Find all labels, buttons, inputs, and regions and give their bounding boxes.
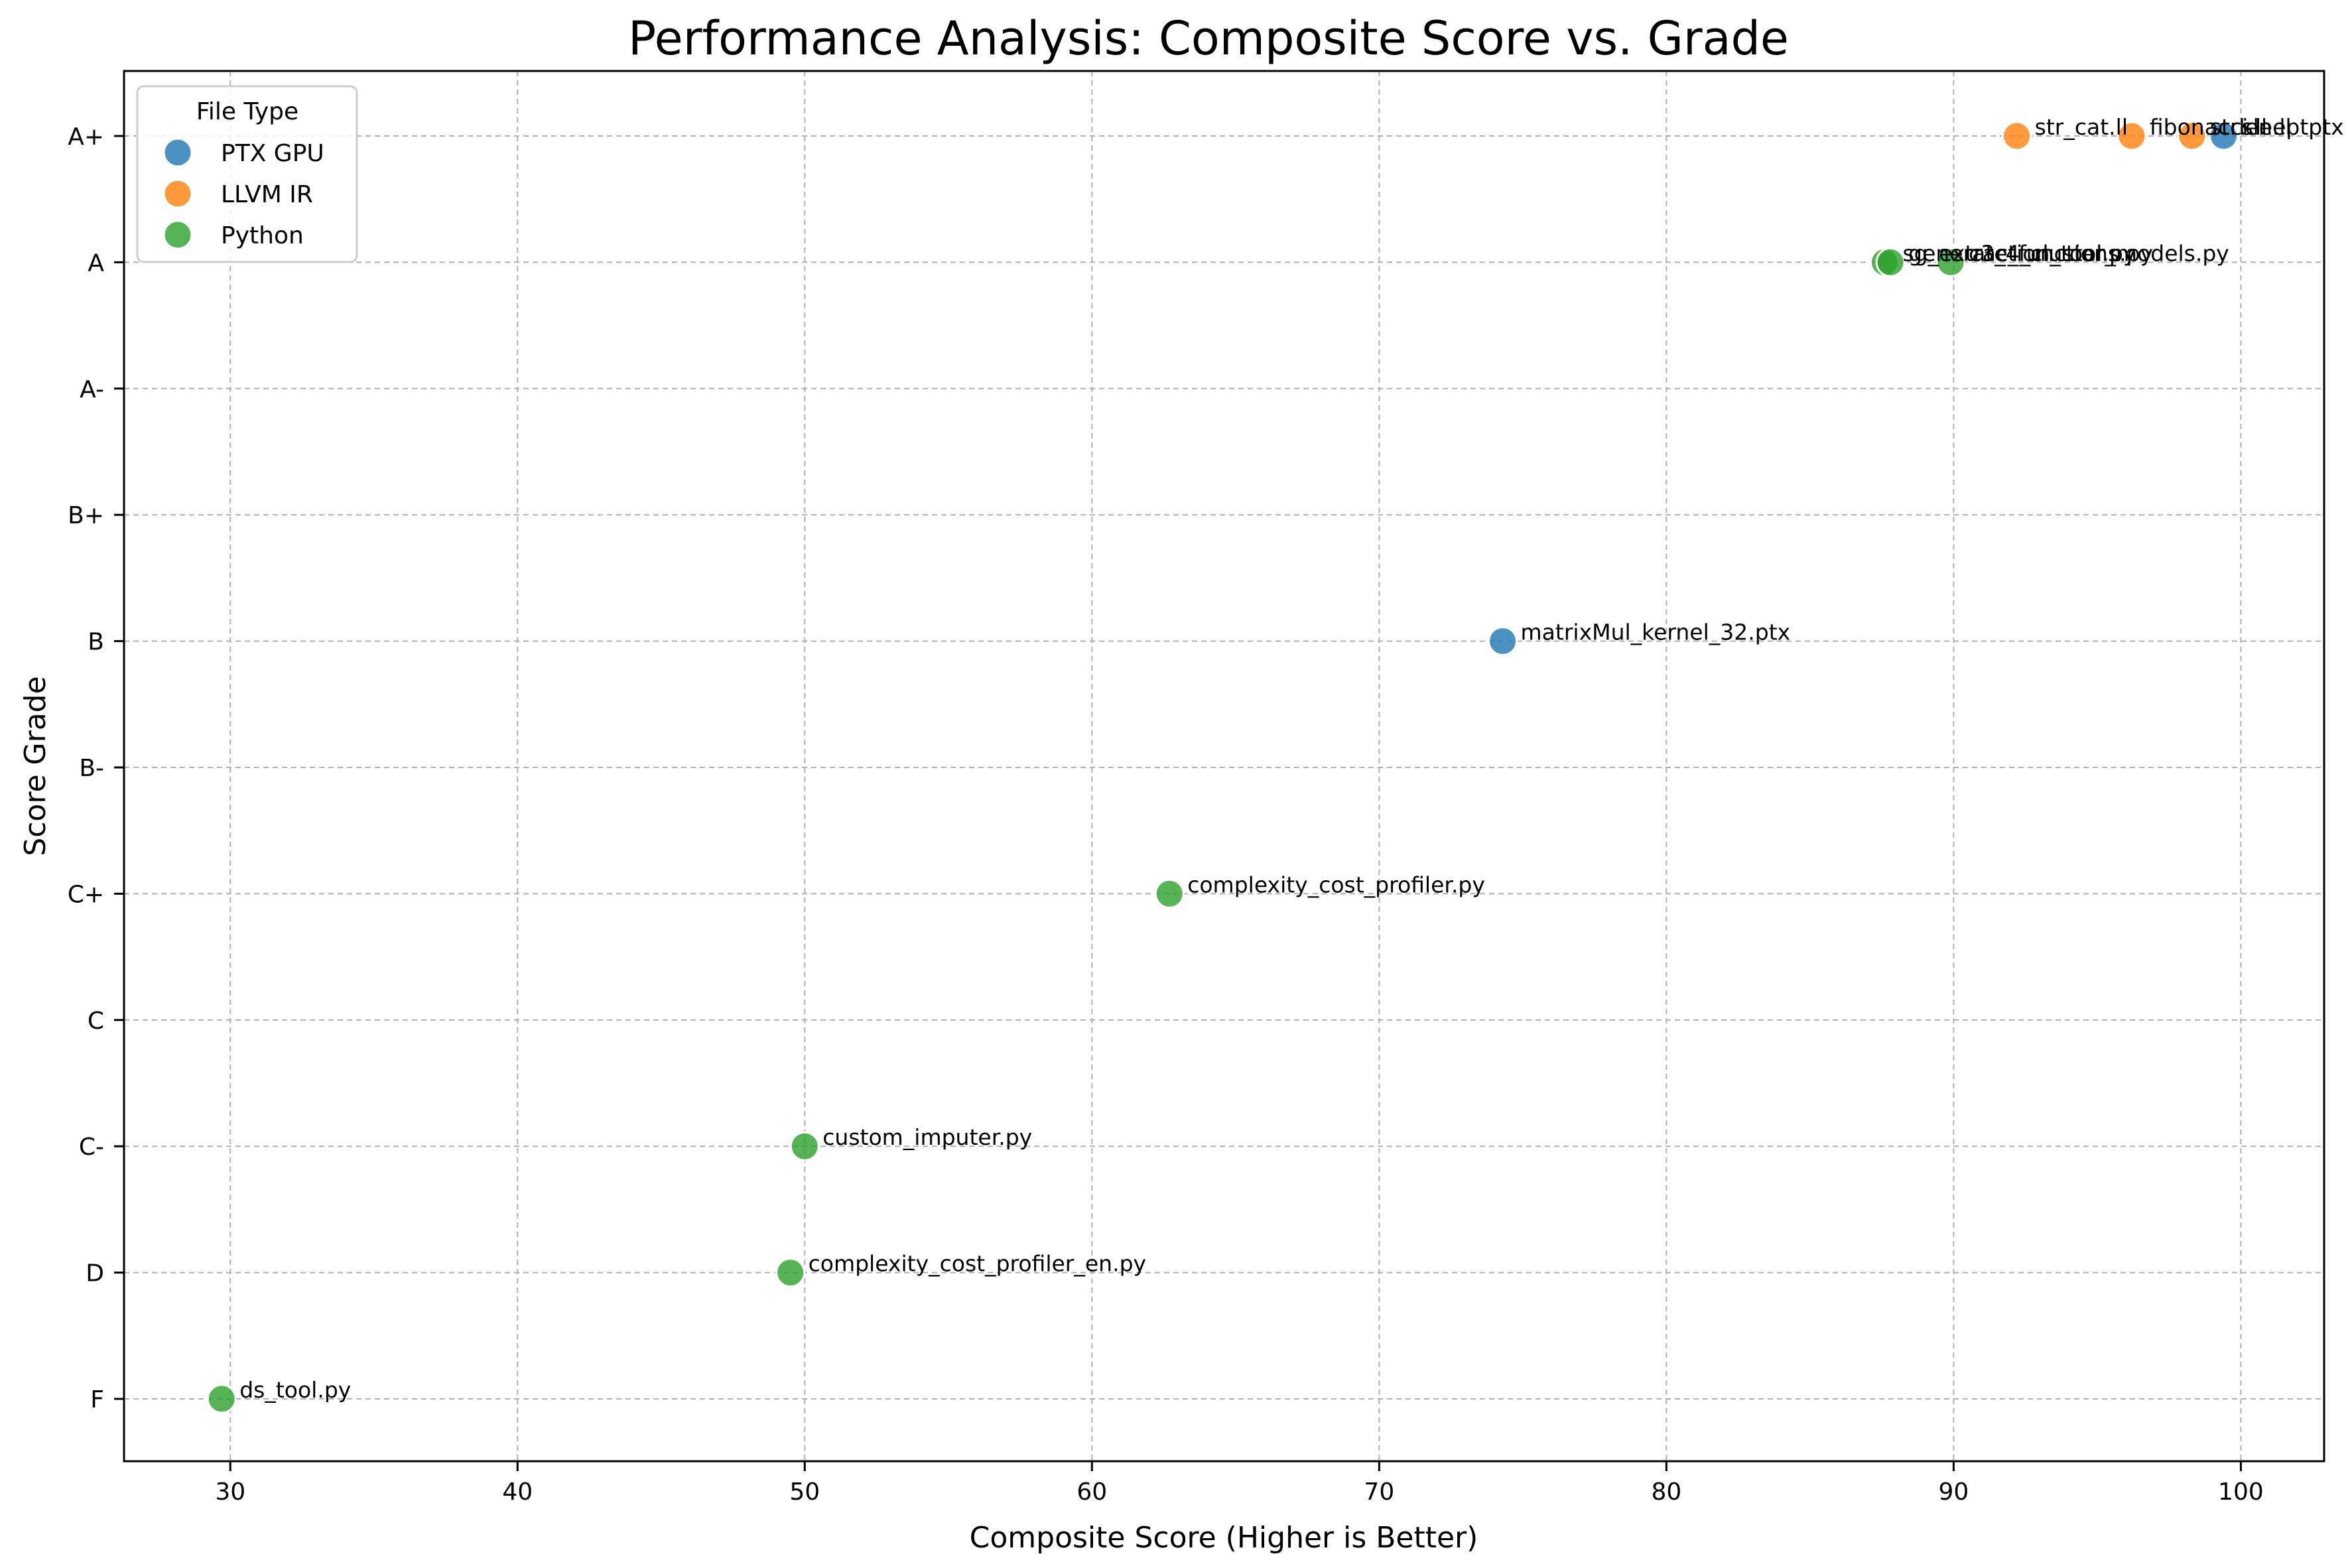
data-point-label: complexity_cost_profiler.py xyxy=(1187,872,1485,897)
y-tick-label: F xyxy=(90,1386,104,1413)
y-tick-label: A- xyxy=(80,376,104,403)
y-tick-label: A+ xyxy=(68,123,104,151)
data-point-label: ds_tool.py xyxy=(239,1377,351,1403)
y-tick-label: B- xyxy=(79,755,104,782)
x-tick-label: 30 xyxy=(215,1478,245,1506)
y-tick-label: D xyxy=(86,1260,104,1287)
data-point xyxy=(1154,878,1185,909)
y-tick-label: C xyxy=(88,1008,104,1035)
data-point xyxy=(1488,626,1518,657)
chart-title: Performance Analysis: Composite Score vs… xyxy=(628,11,1789,66)
x-tick-label: 50 xyxy=(789,1478,820,1506)
data-point xyxy=(206,1384,237,1414)
y-tick-label: B+ xyxy=(68,502,104,529)
x-tick-label: 90 xyxy=(1938,1478,1969,1506)
point-labels: matrixMul_kernel_32.ptx sleeptptx str_cat.… xyxy=(239,114,2343,1403)
legend-box xyxy=(136,85,358,263)
data-point xyxy=(789,1131,820,1161)
legend: File Type PTX GPU LLVM IR Python xyxy=(136,85,358,263)
y-tick-label: C+ xyxy=(68,881,104,908)
data-point-label: sg_extraction_tool.py xyxy=(1902,240,2136,266)
data-point-label: c3_4_cluster_models.py xyxy=(1969,240,2229,266)
x-tick-label: 60 xyxy=(1077,1478,1107,1506)
data-point xyxy=(1935,247,1966,277)
data-point-label: custom_imputer.py xyxy=(822,1124,1032,1150)
y-tick-label: A xyxy=(88,249,104,277)
data-point-label: generate_functions.py xyxy=(1908,240,2153,266)
x-axis-label: Composite Score (Higher is Better) xyxy=(970,1521,1478,1555)
legend-label: LLVM IR xyxy=(221,181,313,208)
x-tick-label: 80 xyxy=(1651,1478,1681,1506)
legend-label: Python xyxy=(221,222,304,249)
x-tick-label: 100 xyxy=(2218,1478,2264,1506)
y-axis-label: Score Grade xyxy=(19,676,52,856)
y-axis-ticks: F D C- C C+ B- B B+ A- A A+ xyxy=(68,123,124,1413)
data-point-label: strlen.ll xyxy=(2210,114,2292,140)
data-points xyxy=(206,121,2239,1414)
data-point xyxy=(2208,121,2239,151)
data-point-label: str_cat.ll xyxy=(2035,114,2128,140)
y-tick-label: B xyxy=(88,629,104,656)
legend-marker xyxy=(163,137,193,168)
plot-area-frame xyxy=(123,70,2325,1463)
legend-marker xyxy=(163,220,193,250)
data-point xyxy=(2002,121,2032,151)
data-point xyxy=(2177,121,2207,151)
data-point xyxy=(775,1258,806,1288)
x-axis-ticks: 30 40 50 60 70 80 90 100 xyxy=(215,1461,2264,1506)
y-tick-label: C- xyxy=(79,1134,104,1161)
data-point xyxy=(1875,247,1906,277)
x-tick-label: 70 xyxy=(1364,1478,1394,1506)
legend-marker xyxy=(163,178,193,209)
legend-items: PTX GPU LLVM IR Python xyxy=(163,137,324,250)
data-point-label: fibonacci.ll xyxy=(2150,114,2267,140)
x-tick-label: 40 xyxy=(502,1478,533,1506)
legend-title: File Type xyxy=(196,98,298,125)
data-point-label: complexity_cost_profiler_en.py xyxy=(809,1251,1146,1277)
data-point-label: matrixMul_kernel_32.ptx xyxy=(1521,620,1791,645)
legend-label: PTX GPU xyxy=(221,140,324,167)
data-point xyxy=(2117,121,2147,151)
data-point-label: sleeptptx xyxy=(2241,114,2343,140)
